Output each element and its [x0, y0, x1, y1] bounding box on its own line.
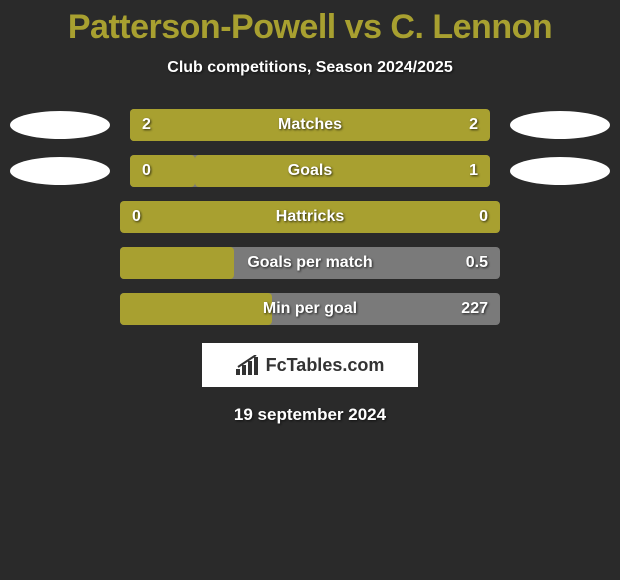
right-value: 0	[479, 208, 488, 226]
left-oval	[10, 111, 110, 139]
bar-text: Goals per match 0.5	[120, 247, 500, 279]
right-oval	[510, 157, 610, 185]
left-value: 0	[142, 162, 151, 180]
left-value: 0	[132, 208, 141, 226]
right-value: 0.5	[466, 254, 488, 272]
stat-label: Min per goal	[263, 300, 357, 318]
logo-text: FcTables.com	[266, 355, 385, 376]
right-oval	[510, 111, 610, 139]
stat-bar: Min per goal 227	[120, 293, 500, 325]
stat-row: 0 Goals 1	[0, 155, 620, 187]
left-value: 2	[142, 116, 151, 134]
logo-chart-icon	[236, 355, 260, 375]
stat-label: Goals	[288, 162, 332, 180]
stat-row: 0 Hattricks 0	[0, 201, 620, 233]
stat-bar: 2 Matches 2	[130, 109, 490, 141]
logo-box: FcTables.com	[202, 343, 418, 387]
left-oval	[10, 157, 110, 185]
stat-row: Min per goal 227	[0, 293, 620, 325]
right-value: 2	[469, 116, 478, 134]
right-value: 227	[461, 300, 488, 318]
stat-row: 2 Matches 2	[0, 109, 620, 141]
chart-area: 2 Matches 2 0 Goals 1 0 Hattricks 0 Goals per mat…	[0, 109, 620, 325]
stat-label: Goals per match	[247, 254, 372, 272]
stat-bar: 0 Goals 1	[130, 155, 490, 187]
bar-text: 2 Matches 2	[130, 109, 490, 141]
right-value: 1	[469, 162, 478, 180]
bar-text: 0 Goals 1	[130, 155, 490, 187]
stat-row: Goals per match 0.5	[0, 247, 620, 279]
bar-text: 0 Hattricks 0	[120, 201, 500, 233]
page-title: Patterson-Powell vs C. Lennon	[0, 8, 620, 47]
stat-bar: Goals per match 0.5	[120, 247, 500, 279]
comparison-container: Patterson-Powell vs C. Lennon Club compe…	[0, 0, 620, 425]
bar-text: Min per goal 227	[120, 293, 500, 325]
stat-label: Hattricks	[276, 208, 344, 226]
stat-bar: 0 Hattricks 0	[120, 201, 500, 233]
date-text: 19 september 2024	[0, 405, 620, 425]
stat-label: Matches	[278, 116, 342, 134]
subtitle: Club competitions, Season 2024/2025	[0, 59, 620, 77]
